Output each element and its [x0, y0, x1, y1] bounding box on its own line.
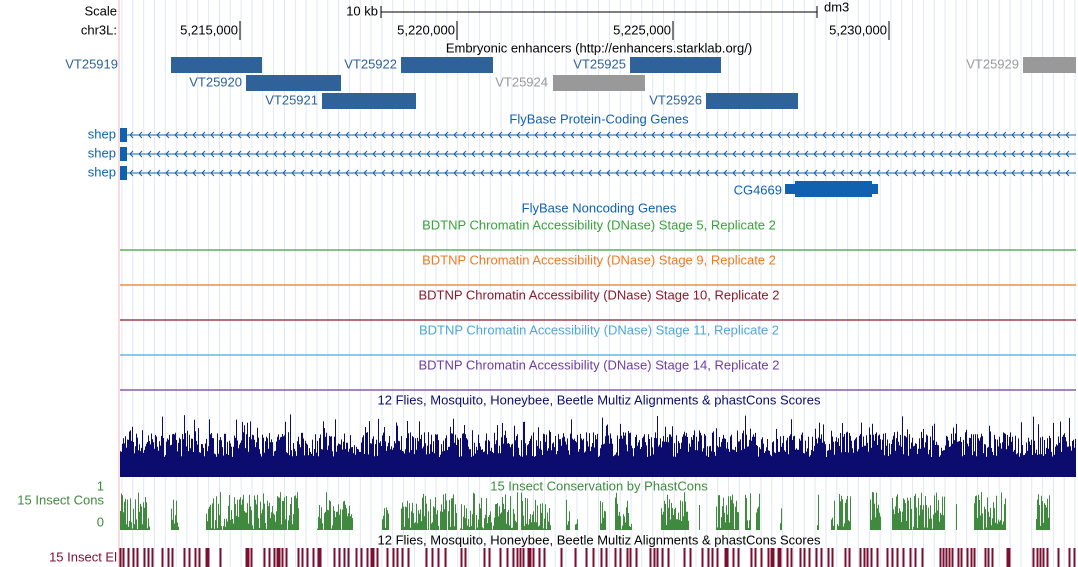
- enhancer-label: VT25924: [495, 74, 548, 89]
- track-label: 15 Insect El: [49, 549, 117, 564]
- ruler-position: 5,220,000: [397, 22, 455, 37]
- gene-exon: [120, 166, 127, 180]
- enhancer-label: VT25919: [65, 56, 118, 71]
- guide-lines: [121, 0, 1076, 567]
- enhancer: [553, 75, 645, 91]
- enhancer: [401, 57, 493, 73]
- ruler-position: 5,225,000: [613, 22, 671, 37]
- gene-label: shep: [88, 126, 116, 141]
- enhancer: [322, 93, 416, 109]
- enhancer: [246, 75, 341, 91]
- enhancer: [1023, 57, 1076, 73]
- assembly: dm3: [824, 0, 849, 14]
- gene-line: [120, 150, 1076, 158]
- gene-exon: [120, 147, 127, 161]
- chrom-label: chr3L:: [81, 22, 117, 37]
- track-title: BDTNP Chromatin Accessibility (DNase) St…: [418, 357, 779, 372]
- track-title: BDTNP Chromatin Accessibility (DNase) St…: [422, 217, 776, 232]
- gene-label: shep: [88, 145, 116, 160]
- gene-label: CG4669: [734, 182, 782, 197]
- enhancer-label: VT25922: [344, 56, 397, 71]
- gene-exon: [120, 128, 127, 142]
- elements-signal: [119, 548, 1076, 567]
- axis-max: 1: [97, 478, 104, 493]
- enhancer: [630, 57, 721, 73]
- multiz-signal: [120, 414, 1076, 477]
- enhancer: [706, 93, 798, 109]
- gene-line: [120, 131, 1076, 139]
- track-title: 12 Flies, Mosquito, Honeybee, Beetle Mul…: [378, 392, 821, 407]
- gene-line: [120, 169, 1076, 177]
- ruler-position: 5,230,000: [829, 22, 887, 37]
- track-title: BDTNP Chromatin Accessibility (DNase) St…: [419, 322, 779, 337]
- track-title: FlyBase Protein-Coding Genes: [509, 111, 689, 126]
- axis-min: 0: [97, 514, 104, 529]
- scale-label: Scale: [84, 3, 117, 18]
- track-label: 15 Insect Cons: [17, 492, 104, 507]
- enhancer: [171, 57, 262, 73]
- track-title: BDTNP Chromatin Accessibility (DNase) St…: [422, 252, 776, 267]
- track-title: FlyBase Noncoding Genes: [522, 200, 677, 215]
- track-title: Embryonic enhancers (http://enhancers.st…: [446, 40, 752, 55]
- enhancer-label: VT25925: [573, 56, 626, 71]
- enhancer-label: VT25920: [189, 74, 242, 89]
- gene-exon: [795, 181, 872, 197]
- enhancer-label: VT25929: [966, 56, 1019, 71]
- track-title: 15 Insect Conservation by PhastCons: [490, 478, 708, 493]
- gene-label: shep: [88, 164, 116, 179]
- scale-bar: [380, 6, 818, 18]
- enhancer-label: VT25926: [649, 92, 702, 107]
- phastcons-signal: [120, 492, 1050, 530]
- track-title: 12 Flies, Mosquito, Honeybee, Beetle Mul…: [378, 532, 821, 547]
- scale-text: 10 kb: [346, 3, 378, 18]
- ruler-position: 5,215,000: [180, 22, 238, 37]
- track-title: BDTNP Chromatin Accessibility (DNase) St…: [418, 287, 779, 302]
- enhancer-label: VT25921: [265, 92, 318, 107]
